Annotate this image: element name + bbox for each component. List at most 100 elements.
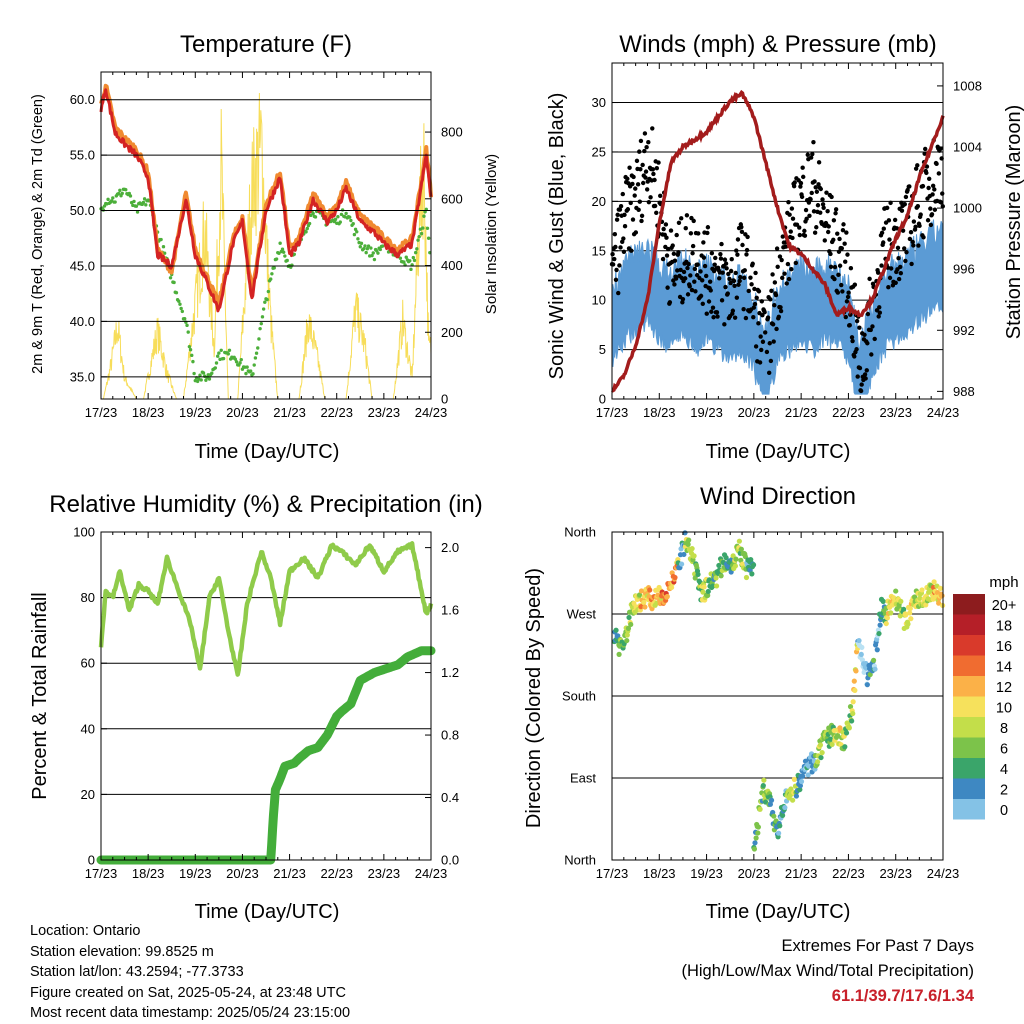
direction-point xyxy=(616,651,622,657)
legend-swatch xyxy=(953,594,985,615)
gust-point xyxy=(879,230,885,235)
gust-point xyxy=(725,291,730,296)
gust-point xyxy=(643,175,648,180)
direction-point xyxy=(874,647,880,653)
y2-tick-label: 400 xyxy=(441,258,463,273)
winds-plot-area xyxy=(609,89,946,395)
direction-point xyxy=(907,610,913,616)
winds-ylabel-right: Station Pressure (Maroon) xyxy=(1003,105,1024,340)
gust-point xyxy=(782,271,787,276)
x-tick-label: 23/23 xyxy=(879,405,912,420)
gust-point xyxy=(811,139,816,145)
direction-point xyxy=(790,797,796,803)
gust-point xyxy=(825,208,830,214)
gust-point xyxy=(696,231,701,236)
dewpoint-point xyxy=(304,230,308,234)
gust-point xyxy=(650,126,655,131)
temperature-xlabel: Time (Day/UTC) xyxy=(195,441,340,463)
gust-point xyxy=(936,171,942,176)
gust-point xyxy=(909,261,914,267)
gust-point xyxy=(797,225,802,230)
y2-tick-label: 2.0 xyxy=(441,540,459,555)
gust-point xyxy=(854,318,860,324)
gust-point xyxy=(652,177,657,183)
dewpoint-point xyxy=(416,238,420,242)
gust-point xyxy=(865,311,871,317)
gust-point xyxy=(895,245,901,251)
direction-point xyxy=(636,592,643,598)
dewpoint-point xyxy=(333,217,338,222)
dewpoint-point xyxy=(336,215,340,219)
y2-tick-label: 0.0 xyxy=(441,853,459,868)
gust-point xyxy=(676,220,682,225)
y-tick-label: 10 xyxy=(592,293,606,308)
direction-point xyxy=(700,589,706,595)
gust-point xyxy=(850,338,855,344)
dewpoint-point xyxy=(188,347,193,352)
gust-point xyxy=(877,310,883,315)
gust-point xyxy=(664,253,670,258)
gust-point xyxy=(739,229,745,235)
dewpoint-point xyxy=(266,289,271,294)
gust-point xyxy=(812,179,817,184)
gust-point xyxy=(665,285,670,290)
direction-point xyxy=(776,830,782,836)
gust-point xyxy=(843,259,848,264)
dewpoint-point xyxy=(409,267,413,272)
dewpoint-point xyxy=(217,351,221,355)
gust-point xyxy=(650,167,656,172)
gust-point xyxy=(791,183,797,189)
gust-point xyxy=(710,305,716,310)
gust-point xyxy=(709,250,715,256)
dewpoint-point xyxy=(417,234,421,239)
y-tick-label: 35.0 xyxy=(70,369,95,384)
gust-point xyxy=(664,235,669,240)
gust-point xyxy=(815,203,821,208)
gust-point xyxy=(820,202,826,207)
direction-point xyxy=(827,736,834,742)
dewpoint-point xyxy=(263,300,267,304)
gust-point xyxy=(720,270,725,275)
direction-point xyxy=(672,574,678,581)
direction-point xyxy=(723,555,729,561)
direction-point xyxy=(760,782,766,789)
legend-label: 4 xyxy=(1000,762,1008,778)
y2-tick-label: 988 xyxy=(953,384,975,399)
dewpoint-point xyxy=(411,255,416,260)
gust-point xyxy=(751,314,756,320)
gust-point xyxy=(719,298,725,303)
gust-point xyxy=(680,296,686,302)
gust-point xyxy=(788,229,793,234)
gust-point xyxy=(836,272,841,278)
dewpoint-point xyxy=(419,231,424,236)
direction-point xyxy=(750,562,757,568)
gust-point xyxy=(643,169,649,174)
dewpoint-point xyxy=(422,214,426,218)
y2-tick-label: 0.8 xyxy=(441,728,459,743)
gust-point xyxy=(822,238,827,243)
gust-point xyxy=(938,146,943,151)
gust-point xyxy=(739,224,744,230)
extremes-box: Extremes For Past 7 Days (High/Low/Max W… xyxy=(681,934,974,1009)
dewpoint-point xyxy=(339,212,344,217)
gust-point xyxy=(707,279,713,284)
direction-point xyxy=(701,584,707,590)
gust-point xyxy=(774,326,779,332)
dewpoint-point xyxy=(261,307,266,311)
y2-tick-label: 1.6 xyxy=(441,603,459,618)
gust-point xyxy=(714,310,720,315)
y2-tick-label: 1000 xyxy=(953,201,982,216)
gust-point xyxy=(759,299,765,304)
gust-point xyxy=(613,277,619,282)
dewpoint-point xyxy=(159,237,163,242)
direction-point xyxy=(691,553,697,559)
gust-point xyxy=(618,204,624,209)
dewpoint-point xyxy=(238,361,242,365)
temperature-ylabel-right: Solar Insolation (Yellow) xyxy=(483,154,500,314)
gust-point xyxy=(913,224,918,230)
gust-point xyxy=(808,155,814,160)
dewpoint-point xyxy=(412,258,417,263)
dewpoint-point xyxy=(177,299,181,303)
y2-tick-label: 200 xyxy=(441,325,463,340)
gust-point xyxy=(829,194,834,200)
